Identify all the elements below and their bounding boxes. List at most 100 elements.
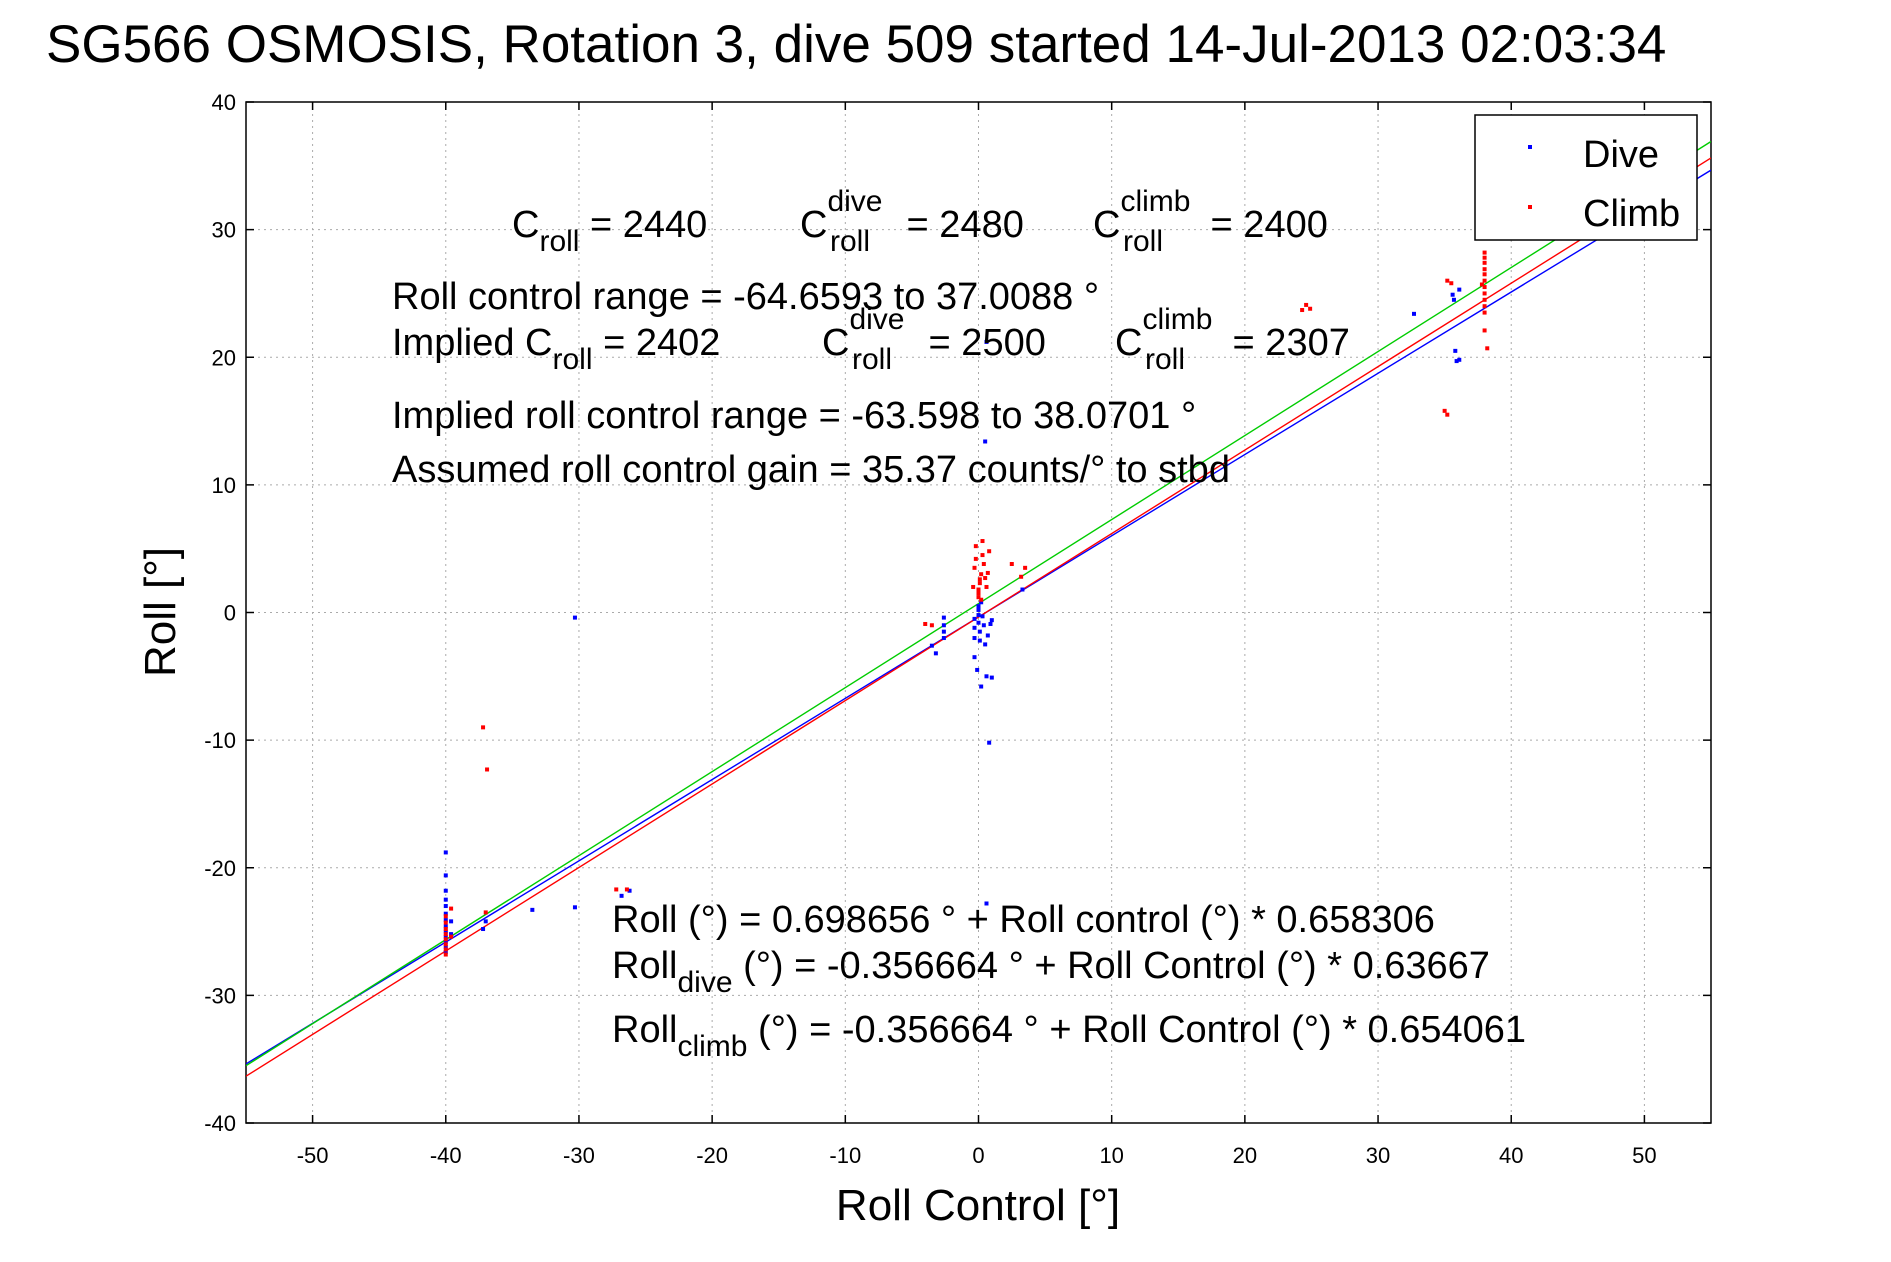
climb-point (973, 544, 978, 549)
x-tick-label: -10 (829, 1143, 861, 1168)
fit-dive-rest: (°) = -0.356664 ° + Roll Control (°) * 0… (733, 945, 1490, 987)
climb-point (1479, 282, 1484, 287)
dive-point (972, 625, 977, 630)
dive-point (984, 339, 989, 344)
x-tick-label: 20 (1233, 1143, 1257, 1168)
x-tick-label: 0 (972, 1143, 984, 1168)
combined-fit-line (246, 140, 1711, 1067)
dive-point (941, 629, 946, 634)
dive-point (1450, 292, 1455, 297)
dive-point (983, 439, 988, 444)
x-tick-label: -30 (563, 1143, 595, 1168)
dive-point (443, 934, 448, 939)
dive-point (983, 642, 988, 647)
y-tick-label: 30 (212, 218, 236, 243)
implied-climb-sub: roll (1145, 343, 1185, 376)
climb-point (1449, 281, 1454, 286)
y-tick-label: -20 (204, 856, 236, 881)
climb-point (1300, 308, 1305, 313)
implied-dive-sup: dive (849, 303, 904, 336)
climb-point (1482, 260, 1487, 265)
dive-point (443, 904, 448, 909)
dive-point (941, 636, 946, 641)
climb-point (443, 927, 448, 932)
climb-point (443, 932, 448, 937)
roll-control-range: Roll control range = -64.6593 to 37.0088… (392, 276, 1099, 318)
annotation-calibration: Croll = 2440 Cdive roll = 2480 Cclimb roll… (392, 185, 1350, 491)
x-tick-label: 10 (1099, 1143, 1123, 1168)
dive-point (443, 918, 448, 923)
climb-point (443, 952, 448, 957)
dive-point (987, 740, 992, 745)
implied-climb-rest: = 2307 (1222, 322, 1350, 364)
dive-point (1451, 297, 1456, 302)
climb-point (449, 934, 454, 939)
legend-climb-marker (1528, 205, 1532, 209)
y-tick-label: 10 (212, 473, 236, 498)
climb-point (1482, 291, 1487, 296)
dive-point (619, 893, 624, 898)
x-tick-label: -20 (696, 1143, 728, 1168)
climb-point (443, 920, 448, 925)
climb-point (624, 887, 629, 892)
climb-point (979, 597, 984, 602)
c-roll-climb-base: C (1093, 204, 1120, 246)
climb-point (1019, 574, 1024, 579)
climb-point (1308, 306, 1313, 311)
c-roll-climb-sup: climb (1120, 185, 1190, 218)
climb-point (1445, 278, 1450, 283)
dive-point (941, 623, 946, 628)
y-tick-label: 0 (224, 601, 236, 626)
y-tick-label: 20 (212, 345, 236, 370)
y-tick-label: 40 (212, 90, 236, 115)
roll-control-gain: Assumed roll control gain = 35.37 counts… (392, 449, 1230, 491)
dive-point (483, 919, 488, 924)
dive-point (449, 919, 454, 924)
dive-point (989, 675, 994, 680)
svg-text:Croll = 2440: Croll = 2440 (512, 204, 707, 258)
fit-climb-base: Roll (612, 1009, 677, 1051)
y-tick-label: -30 (204, 983, 236, 1008)
c-roll-sub: roll (539, 225, 579, 258)
dive-point (1412, 311, 1417, 316)
data-points (443, 250, 1490, 957)
dive-point (443, 939, 448, 944)
climb-point (481, 725, 486, 730)
svg-text:Implied Croll = 2402: Implied Croll = 2402 (392, 322, 720, 376)
climb-point (977, 577, 982, 582)
gridlines (246, 101, 1711, 1124)
climb-point (443, 937, 448, 942)
implied-dive-sub: roll (852, 343, 892, 376)
dive-point (984, 674, 989, 679)
implied-c-rest: = 2402 (593, 322, 721, 364)
climb-point (985, 570, 990, 575)
implied-c-base: Implied C (392, 322, 553, 364)
dive-point (972, 655, 977, 660)
climb-point (1482, 272, 1487, 277)
legend-dive-marker (1528, 145, 1532, 149)
c-roll-dive-sub: roll (830, 225, 870, 258)
climb-point (1482, 285, 1487, 290)
climb-point (971, 584, 976, 589)
dive-point (572, 905, 577, 910)
climb-point (443, 942, 448, 947)
dive-point (975, 667, 980, 672)
climb-point (1304, 302, 1309, 307)
climb-point (977, 581, 982, 586)
dive-point (980, 614, 985, 619)
dive-point (443, 949, 448, 954)
y-tick-label: -40 (204, 1111, 236, 1136)
climb-point (923, 621, 928, 626)
c-roll-dive-rest: = 2480 (896, 204, 1024, 246)
x-tick-label: 30 (1366, 1143, 1390, 1168)
dive-point (979, 600, 984, 605)
climb-point (987, 549, 992, 554)
climb-point (1482, 297, 1487, 302)
climb-point (1482, 328, 1487, 333)
dive-point (979, 684, 984, 689)
climb-point (979, 572, 984, 577)
c-roll-base: C (512, 204, 539, 246)
dive-point (449, 932, 454, 937)
